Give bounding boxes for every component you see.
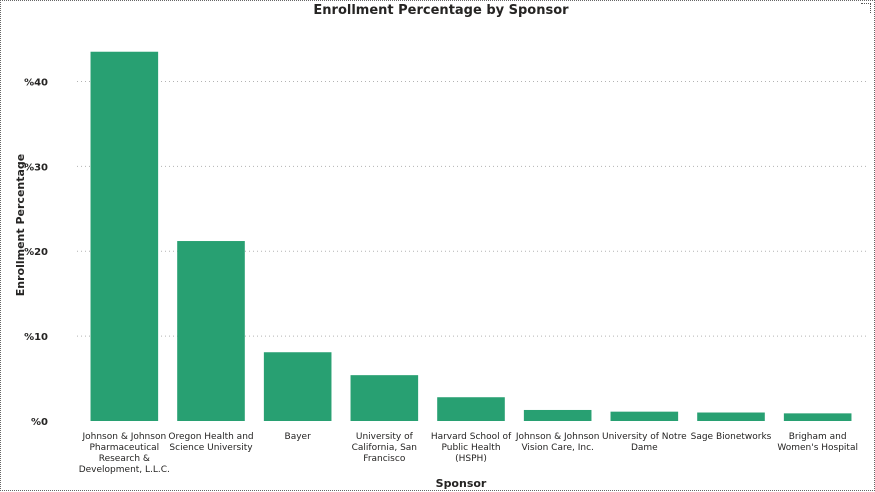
bar[interactable] <box>523 409 592 421</box>
x-tick-label: Sage Bionetworks <box>691 432 772 442</box>
bar[interactable] <box>610 411 679 421</box>
bar[interactable] <box>437 397 505 421</box>
bar[interactable] <box>263 352 332 421</box>
x-axis-title: Sponsor <box>436 477 487 490</box>
x-tick-label: Bayer <box>285 432 312 442</box>
bar[interactable] <box>350 375 419 421</box>
x-tick-label: Brigham and Women's Hospital <box>777 432 858 453</box>
x-tick-label: University of California, San Francisco <box>352 432 417 464</box>
bar[interactable] <box>697 412 765 421</box>
x-tick-label: Harvard School of Public Health (HSPH) <box>431 432 512 464</box>
chart-title: Enrollment Percentage by Sponsor <box>313 3 569 18</box>
x-axis-ticks: Johnson & Johnson Pharmaceutical Research … <box>79 432 858 475</box>
visual-corner-marker <box>861 3 871 13</box>
x-tick-label: Johnson & Johnson Vision Care, Inc. <box>515 432 600 453</box>
x-tick-label: Oregon Health and Science University <box>168 432 253 453</box>
bar[interactable] <box>177 241 245 421</box>
y-tick-label: %0 <box>31 417 48 428</box>
y-tick-label: %10 <box>24 332 48 343</box>
x-tick-label: University of Notre Dame <box>602 432 687 453</box>
y-tick-label: %20 <box>24 247 48 258</box>
x-tick-label: Johnson & Johnson Pharmaceutical Research … <box>79 432 170 475</box>
y-tick-label: %40 <box>24 77 48 88</box>
y-tick-label: %30 <box>24 162 48 173</box>
y-axis-ticks: %0 %10 %20 %30 %40 <box>24 77 48 428</box>
bars <box>90 51 852 421</box>
bar[interactable] <box>90 51 159 421</box>
bar[interactable] <box>783 413 852 421</box>
y-axis-title: Enrollment Percentage <box>14 154 27 296</box>
